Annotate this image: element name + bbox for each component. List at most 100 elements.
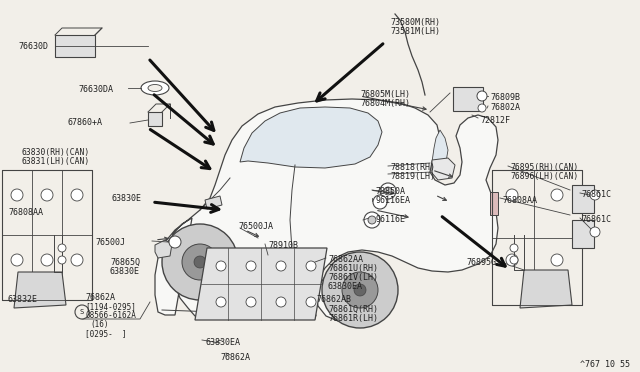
Circle shape — [71, 189, 83, 201]
Text: 76861C: 76861C — [581, 215, 611, 224]
Text: 96116EA: 96116EA — [375, 196, 410, 205]
Circle shape — [477, 91, 487, 101]
Polygon shape — [205, 196, 222, 209]
Text: 76500JA: 76500JA — [238, 222, 273, 231]
Circle shape — [75, 305, 89, 319]
Circle shape — [41, 254, 53, 266]
Polygon shape — [148, 112, 162, 126]
Text: 67860+A: 67860+A — [68, 118, 103, 127]
Polygon shape — [520, 270, 572, 308]
Bar — [55, 35, 95, 57]
Circle shape — [246, 297, 256, 307]
Circle shape — [11, 189, 23, 201]
Circle shape — [510, 256, 518, 264]
Text: 78850A: 78850A — [375, 187, 405, 196]
Circle shape — [384, 187, 392, 195]
Bar — [572, 220, 594, 248]
Polygon shape — [432, 158, 455, 180]
Bar — [572, 185, 594, 213]
Text: 76804M(RH): 76804M(RH) — [360, 99, 410, 108]
Text: 76805M(LH): 76805M(LH) — [360, 90, 410, 99]
Text: 72812F: 72812F — [480, 116, 510, 125]
Circle shape — [506, 254, 518, 266]
Circle shape — [276, 261, 286, 271]
Text: 76861U(RH): 76861U(RH) — [328, 264, 378, 273]
Ellipse shape — [141, 81, 169, 95]
Circle shape — [246, 261, 256, 271]
Bar — [453, 87, 483, 111]
Circle shape — [590, 227, 600, 237]
Text: 76865Q: 76865Q — [110, 258, 140, 267]
Circle shape — [216, 297, 226, 307]
Text: 63830EA: 63830EA — [328, 282, 363, 291]
Circle shape — [41, 189, 53, 201]
Text: 76861R(LH): 76861R(LH) — [328, 314, 378, 323]
Circle shape — [551, 189, 563, 201]
Text: 76500J: 76500J — [95, 238, 125, 247]
Text: 76861C: 76861C — [581, 190, 611, 199]
Text: 78819(LH): 78819(LH) — [390, 172, 435, 181]
Circle shape — [306, 297, 316, 307]
Circle shape — [276, 297, 286, 307]
Text: 76895G: 76895G — [466, 258, 496, 267]
Text: 76862A: 76862A — [85, 293, 115, 302]
Circle shape — [322, 252, 398, 328]
Circle shape — [71, 254, 83, 266]
Circle shape — [368, 216, 376, 224]
Circle shape — [58, 244, 66, 252]
Polygon shape — [155, 99, 498, 323]
Text: [1194-0295]: [1194-0295] — [85, 302, 136, 311]
Text: 63830EA: 63830EA — [205, 338, 240, 347]
Text: 76861Q(RH): 76861Q(RH) — [328, 305, 378, 314]
Text: 76630D: 76630D — [18, 42, 48, 51]
Circle shape — [590, 190, 600, 200]
Polygon shape — [240, 107, 382, 168]
Text: 63830(RH)(CAN): 63830(RH)(CAN) — [22, 148, 90, 157]
Text: 76895(RH)(CAN): 76895(RH)(CAN) — [510, 163, 579, 172]
Circle shape — [306, 261, 316, 271]
Text: ^767 10 55: ^767 10 55 — [580, 360, 630, 369]
Polygon shape — [14, 272, 66, 308]
Text: 78910B: 78910B — [268, 241, 298, 250]
Text: 76802A: 76802A — [490, 103, 520, 112]
Text: 76896(LH)(CAN): 76896(LH)(CAN) — [510, 172, 579, 181]
Text: 76630DA: 76630DA — [78, 85, 113, 94]
Polygon shape — [432, 130, 448, 168]
Circle shape — [551, 254, 563, 266]
Ellipse shape — [148, 84, 162, 92]
Bar — [492, 170, 582, 305]
Text: 78818(RH): 78818(RH) — [390, 163, 435, 172]
Text: 96116E: 96116E — [375, 215, 405, 224]
Circle shape — [194, 256, 206, 268]
Bar — [2, 170, 92, 300]
Text: 76862AB: 76862AB — [316, 295, 351, 304]
Circle shape — [216, 261, 226, 271]
Circle shape — [342, 272, 378, 308]
Text: (16): (16) — [90, 320, 109, 329]
Text: 76862A: 76862A — [220, 353, 250, 362]
Text: 63830E: 63830E — [110, 267, 140, 276]
Circle shape — [162, 224, 238, 300]
Text: 63831(LH)(CAN): 63831(LH)(CAN) — [22, 157, 90, 166]
Circle shape — [380, 183, 396, 199]
Text: 08566-6162A: 08566-6162A — [85, 311, 136, 320]
Text: 76808AA: 76808AA — [502, 196, 537, 205]
Polygon shape — [155, 240, 172, 258]
Text: 63830E: 63830E — [112, 194, 142, 203]
Polygon shape — [490, 192, 498, 215]
Text: S: S — [80, 309, 84, 315]
Circle shape — [11, 254, 23, 266]
Circle shape — [510, 244, 518, 252]
Circle shape — [364, 212, 380, 228]
Circle shape — [506, 189, 518, 201]
Text: 76861V(LH): 76861V(LH) — [328, 273, 378, 282]
Circle shape — [478, 104, 486, 112]
Circle shape — [182, 244, 218, 280]
Text: 73581M(LH): 73581M(LH) — [390, 27, 440, 36]
Circle shape — [58, 256, 66, 264]
Text: 76809B: 76809B — [490, 93, 520, 102]
Polygon shape — [195, 248, 327, 320]
Text: 63832E: 63832E — [8, 295, 38, 304]
Circle shape — [354, 284, 366, 296]
Text: 76808AA: 76808AA — [8, 208, 43, 217]
